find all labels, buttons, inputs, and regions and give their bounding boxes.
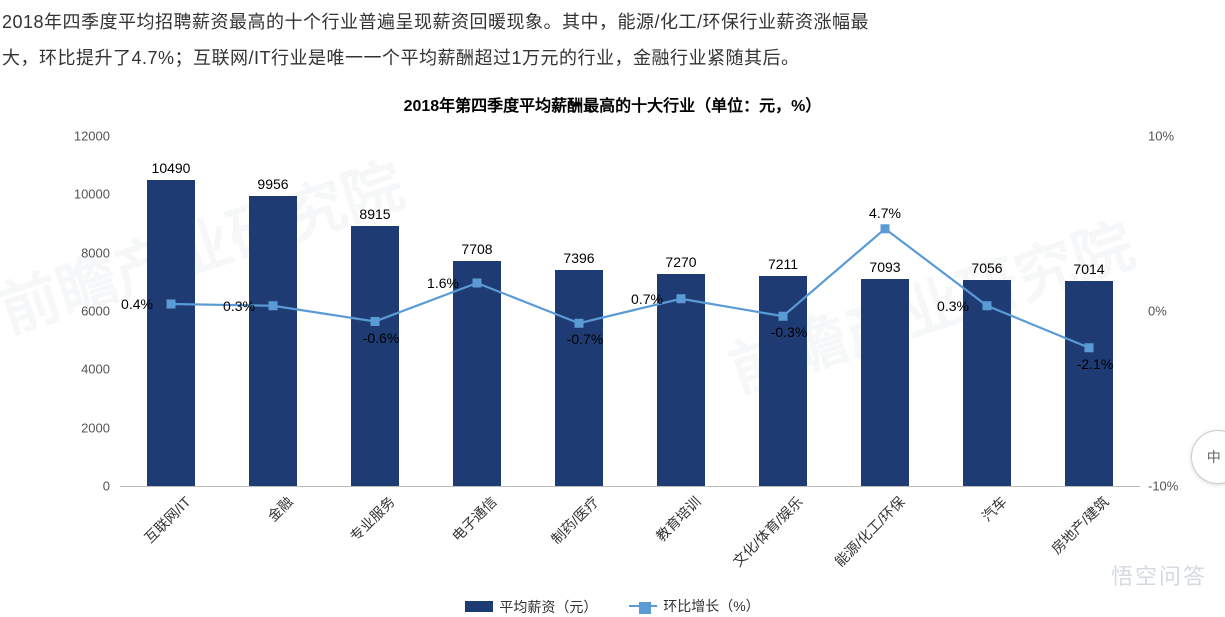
pct-label: 0.3% (223, 298, 255, 314)
pct-label: 4.7% (869, 205, 901, 221)
y-left-tick: 10000 (40, 187, 110, 202)
x-category-label: 能源/化工/环保 (830, 492, 909, 571)
y-left-tick: 4000 (40, 362, 110, 377)
legend-line-label: 环比增长（%） (663, 596, 759, 616)
x-category-label: 电子通信 (447, 492, 501, 546)
x-category-label: 专业服务 (345, 492, 399, 546)
legend-item-bar: 平均薪资（元） (465, 597, 597, 617)
y-right-tick: 10% (1148, 129, 1218, 144)
pct-label: 1.6% (427, 275, 459, 291)
line-marker (269, 302, 277, 310)
line-marker (677, 295, 685, 303)
y-left-tick: 6000 (40, 304, 110, 319)
x-category-label: 文化/体育/娱乐 (728, 492, 807, 571)
x-axis-labels: 互联网/IT金融专业服务电子通信制药/医疗教育培训文化/体育/娱乐能源/化工/环… (120, 486, 1140, 546)
pct-label: -2.1% (1077, 356, 1114, 372)
intro-paragraph: 2018年四季度平均招聘薪资最高的十个行业普遍呈现薪资回暖现象。其中，能源/化工… (0, 0, 1225, 86)
y-left-tick: 8000 (40, 245, 110, 260)
x-category-label: 制药/医疗 (547, 492, 603, 548)
legend-item-line: 环比增长（%） (629, 596, 759, 616)
line-marker (371, 318, 379, 326)
line-marker (575, 319, 583, 327)
x-category-label: 教育培训 (651, 492, 705, 546)
plot-area: 1049099568915770873967270721170937056701… (120, 136, 1140, 486)
intro-line-2: 大，环比提升了4.7%；互联网/IT行业是唯一一个平均薪酬超过1万元的行业，金融… (2, 48, 800, 68)
line-marker (779, 312, 787, 320)
pct-label: 0.7% (631, 291, 663, 307)
bottom-brand-watermark: 悟空问答 (1111, 559, 1207, 591)
legend-swatch-line (629, 600, 657, 612)
line-marker (1085, 344, 1093, 352)
pct-label: 0.3% (937, 298, 969, 314)
y-right-tick: 0% (1148, 304, 1218, 319)
y-left-tick: 12000 (40, 129, 110, 144)
y-left-tick: 0 (40, 479, 110, 494)
pct-label: 0.4% (121, 296, 153, 312)
pct-label: -0.3% (771, 324, 808, 340)
intro-line-1: 2018年四季度平均招聘薪资最高的十个行业普遍呈现薪资回暖现象。其中，能源/化工… (2, 12, 869, 32)
x-category-label: 金融 (263, 492, 297, 526)
y-left-tick: 2000 (40, 420, 110, 435)
legend-swatch-bar (465, 601, 493, 612)
line-marker (167, 300, 175, 308)
chart-title: 2018年第四季度平均薪酬最高的十大行业（单位：元，%） (0, 92, 1225, 116)
line-marker (983, 302, 991, 310)
x-category-label: 互联网/IT (140, 492, 195, 547)
legend-bar-label: 平均薪资（元） (499, 597, 597, 617)
x-category-label: 房地产/建筑 (1047, 492, 1113, 558)
y-axis-left: 020004000600080001000012000 (40, 136, 110, 486)
x-category-label: 汽车 (977, 492, 1011, 526)
line-marker (881, 225, 889, 233)
line-layer (120, 136, 1140, 486)
y-axis-right: -10%0%10% (1140, 136, 1210, 486)
combo-chart: 0 2000 4000 6000 8000 10000 12000 -10%0%10% 10… (40, 126, 1210, 546)
growth-line (171, 229, 1089, 348)
pct-label: -0.6% (363, 330, 400, 346)
line-marker (473, 279, 481, 287)
chart-legend: 平均薪资（元） 环比增长（%） (0, 596, 1225, 617)
pct-label: -0.7% (567, 331, 604, 347)
